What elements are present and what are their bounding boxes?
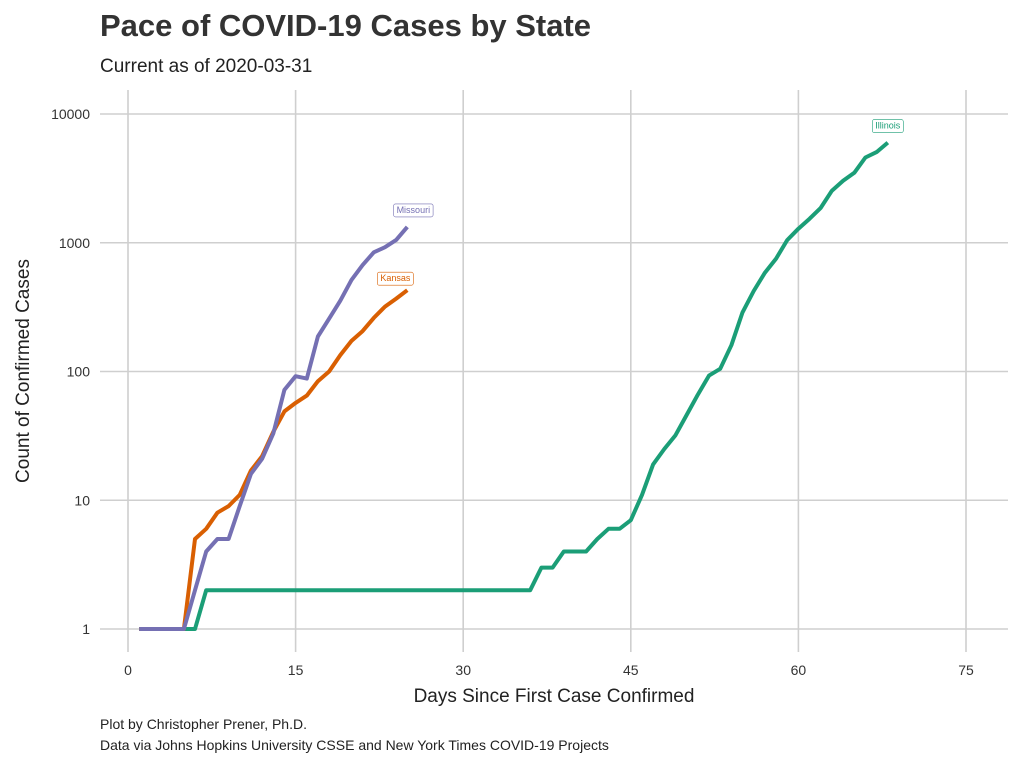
series-label-box [393,203,434,218]
series-line-illinois [139,141,890,631]
x-tick-label: 75 [958,662,974,678]
y-tick-label: 10000 [51,106,90,122]
x-axis-title: Days Since First Case Confirmed [414,686,695,707]
x-tick-label: 30 [455,662,471,678]
y-tick-label: 10 [74,492,90,508]
series-label-text: Kansas [380,273,411,283]
caption-author: Plot by Christopher Prener, Ph.D. [100,716,307,732]
chart-title: Pace of COVID-19 Cases by State [100,8,592,43]
series-line-kansas [139,288,409,631]
series-label-illinois: Illinois [871,119,904,133]
series-label-box [376,271,414,286]
y-tick-label: 1000 [59,235,90,251]
series-label-box [871,119,904,133]
y-tick-label: 100 [67,364,91,380]
tick-labels: 1 10 100 1000 10000 0 15 30 45 60 75 [51,106,974,678]
x-tick-label: 45 [623,662,639,678]
series-label-text: Missouri [397,205,431,215]
gridlines [100,90,1008,652]
series-labels: Illinois Kansas Missouri [376,119,904,286]
x-tick-label: 0 [124,662,132,678]
x-tick-label: 60 [791,662,807,678]
series-label-missouri: Missouri [393,203,434,218]
chart-subtitle: Current as of 2020-03-31 [100,56,313,77]
caption-source: Data via Johns Hopkins University CSSE a… [100,737,609,753]
x-tick-label: 15 [288,662,304,678]
series-line-missouri [139,225,409,631]
y-tick-label: 1 [82,621,90,637]
series-label-kansas: Kansas [376,271,414,286]
y-axis-title: Count of Confirmed Cases [13,259,34,483]
series-lines [139,141,890,631]
series-label-text: Illinois [875,121,901,131]
